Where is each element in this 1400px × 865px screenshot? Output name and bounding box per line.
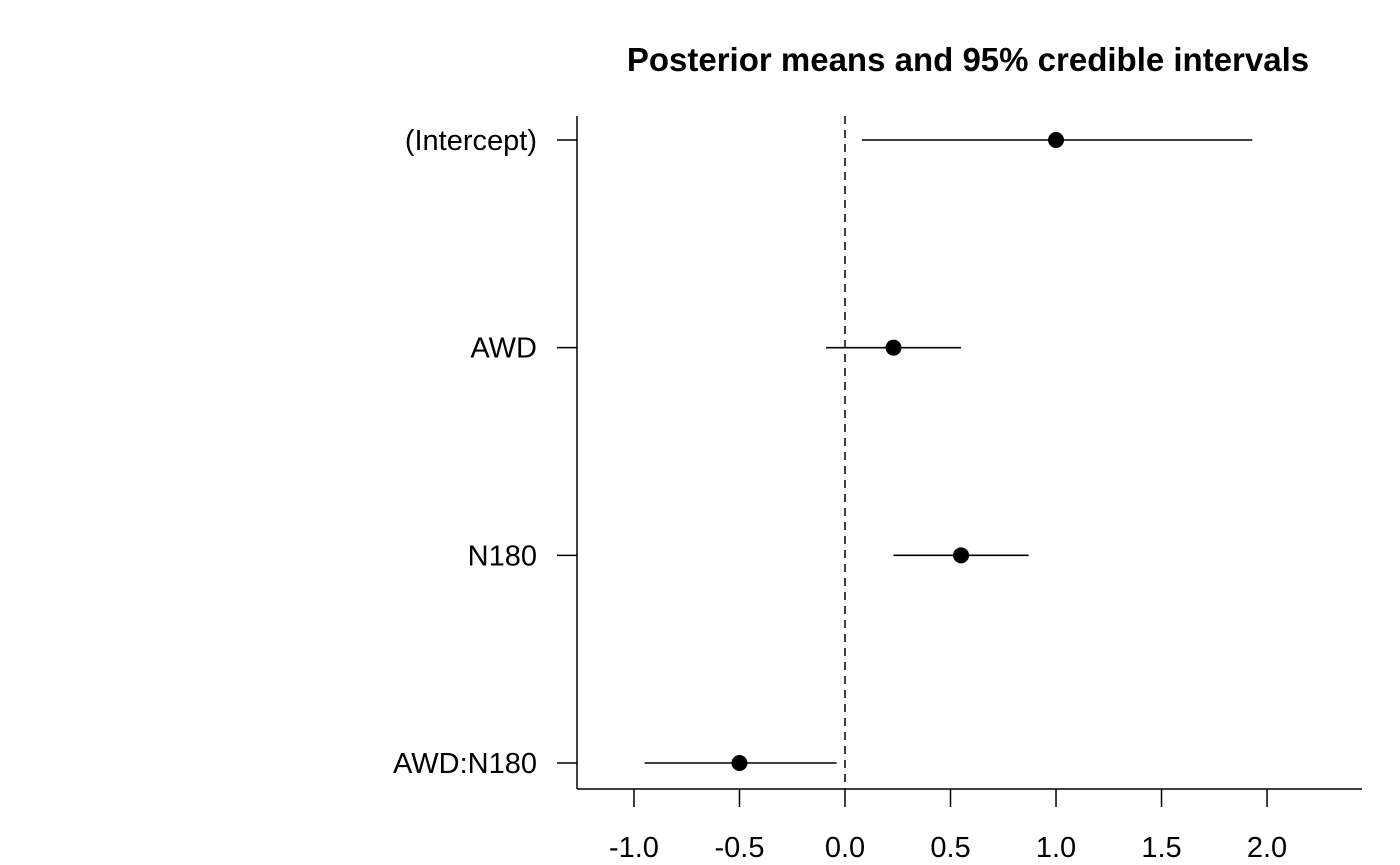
category-label: (Intercept) xyxy=(405,125,537,157)
x-tick-label: 1.0 xyxy=(1036,832,1076,864)
x-tick-label: 0.0 xyxy=(825,832,865,864)
posterior-mean-point xyxy=(885,339,902,356)
posterior-mean-point xyxy=(1048,132,1065,148)
category-label: N180 xyxy=(468,540,537,572)
x-tick-label: 0.5 xyxy=(930,832,970,864)
category-label: AWD xyxy=(470,333,537,365)
x-tick-label: -1.0 xyxy=(609,832,659,864)
x-tick-label: 1.5 xyxy=(1141,832,1181,864)
posterior-mean-point xyxy=(731,755,748,771)
chart-marks: -1.0 -0.5 0.0 0.5 1.0 1.5 2.0 (Intercept) AWD N18… xyxy=(393,116,1287,864)
posterior-mean-point xyxy=(953,547,970,564)
x-tick-label: 2.0 xyxy=(1247,832,1287,864)
category-label: AWD:N180 xyxy=(393,748,537,780)
x-tick-label: -0.5 xyxy=(714,832,764,864)
chart-title: Posterior means and 95% credible interva… xyxy=(627,41,1309,78)
